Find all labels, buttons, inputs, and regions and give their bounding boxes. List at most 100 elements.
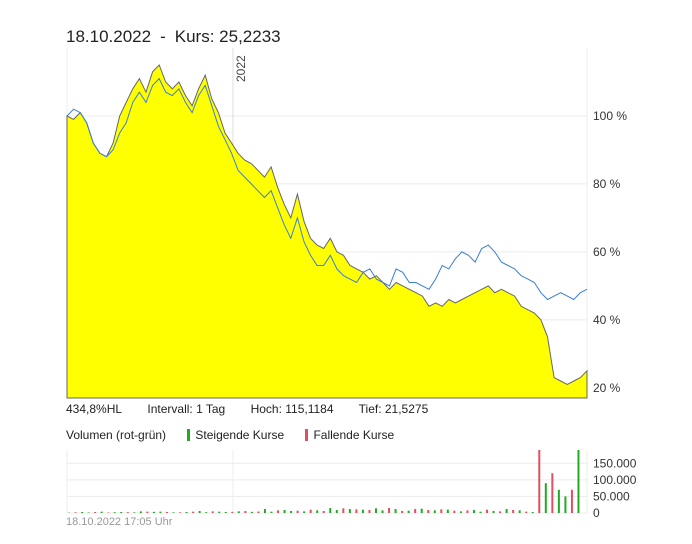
stat-low: Tief: 21,5275 [358,402,429,416]
volume-bar-up [316,510,319,513]
benchmark-line [66,77,588,301]
volume-bar-down [192,511,195,513]
volume-bar-down [466,510,469,513]
volume-bar-up [303,511,306,513]
legend-up-label: Steigende Kurse [195,428,285,442]
volume-bar-down [551,473,554,513]
header-date: 18.10.2022 [66,27,152,46]
volume-bar-up [531,512,534,513]
volume-bar-up [185,512,188,513]
volume-bar-down [257,511,260,513]
volume-bar-up [505,509,508,513]
volume-bar-down [322,511,325,513]
price-tick-label: 100 % [593,109,627,123]
volume-bar-up [407,510,410,513]
volume-bar-up [120,512,123,513]
volume-legend: Volumen (rot-grün) Steigende Kurse Falle… [66,428,394,442]
volume-bar-down [512,510,515,513]
volume-bar-up [283,510,286,513]
volume-bar-up [577,450,580,513]
legend-down-label: Fallende Kurse [313,428,395,442]
volume-title: Volumen (rot-grün) [66,428,167,442]
volume-bar-down [368,510,371,513]
volume-bar-down [538,450,541,513]
up-swatch [187,429,191,441]
volume-bar-down [244,511,247,513]
volume-bar-up [348,509,351,513]
volume-bar-down [427,510,430,513]
volume-bar-up [518,510,521,513]
volume-bar-up [374,508,377,513]
volume-bar-up [81,512,84,513]
volume-bar-down [309,509,312,513]
volume-bar-down [126,512,129,513]
chart-header: 18.10.2022- Kurs: 25,2233 [66,27,281,47]
price-tick-label: 20 % [593,381,621,395]
price-tick-label: 40 % [593,313,621,327]
stats-row: 434,8%HL Intervall: 1 Tag Hoch: 115,1184… [66,402,450,416]
volume-bar-down [146,511,149,513]
volume-bar-up [270,511,273,513]
volume-axis-labels: 0 50.000 100.000 150.000 [593,456,637,520]
volume-tick-label: 0 [593,506,600,520]
volume-bar-down [296,510,299,513]
volume-bar-down [499,511,502,513]
price-tick-label: 60 % [593,245,621,259]
stat-range: 434,8%HL [66,402,123,416]
price-area [66,64,588,399]
volume-bar-up [335,510,338,513]
volume-bar-down [179,512,182,513]
volume-bar-down [388,508,391,513]
volume-bar-down [453,510,456,513]
volume-bar-down [486,509,489,513]
volume-tick-label: 50.000 [593,489,630,503]
volume-bar-down [401,511,404,513]
volume-bar-up [237,511,240,513]
header-price: Kurs: 25,2233 [174,27,281,46]
volume-bar-down [414,509,417,513]
volume-bar-down [74,512,77,513]
year-label: 2022 [234,55,248,82]
volume-grid [66,450,588,514]
volume-bar-up [172,512,175,513]
volume-bar-down [525,511,528,513]
volume-bar-up [472,510,475,513]
volume-bar-up [420,508,423,513]
volume-bar-down [355,509,358,513]
volume-bar-up [290,511,293,513]
volume-bar-up [133,512,136,513]
volume-bar-up [113,512,116,513]
volume-bars [68,450,580,513]
volume-bar-up [205,512,208,513]
volume-bar-down [440,509,443,513]
volume-bar-up [361,509,364,513]
volume-bar-up [218,511,221,513]
price-axis-labels: 20 % 40 % 60 % 80 % 100 % [593,109,627,395]
volume-bar-up [544,483,547,513]
volume-bar-down [211,511,214,513]
volume-bar-up [446,509,449,513]
volume-bar-up [198,511,201,513]
volume-bar-up [139,511,142,513]
volume-bar-up [479,511,482,513]
volume-bar-down [277,510,280,513]
stat-interval: Intervall: 1 Tag [147,402,226,416]
down-swatch [305,429,309,441]
volume-bar-up [492,511,495,513]
volume-bar-up [329,508,332,513]
volume-bar-up [263,509,266,513]
volume-bar-up [459,511,462,513]
volume-bar-down [94,512,97,513]
volume-bar-up [224,512,227,513]
volume-bar-down [165,512,168,513]
volume-bar-up [152,511,155,513]
volume-bar-up [381,510,384,513]
volume-bar-up [433,510,436,513]
volume-bar-up [250,511,253,513]
volume-bar-up [557,489,560,513]
volume-bar-down [570,489,573,513]
volume-tick-label: 150.000 [593,456,637,470]
volume-tick-label: 100.000 [593,473,637,487]
price-tick-label: 80 % [593,177,621,191]
